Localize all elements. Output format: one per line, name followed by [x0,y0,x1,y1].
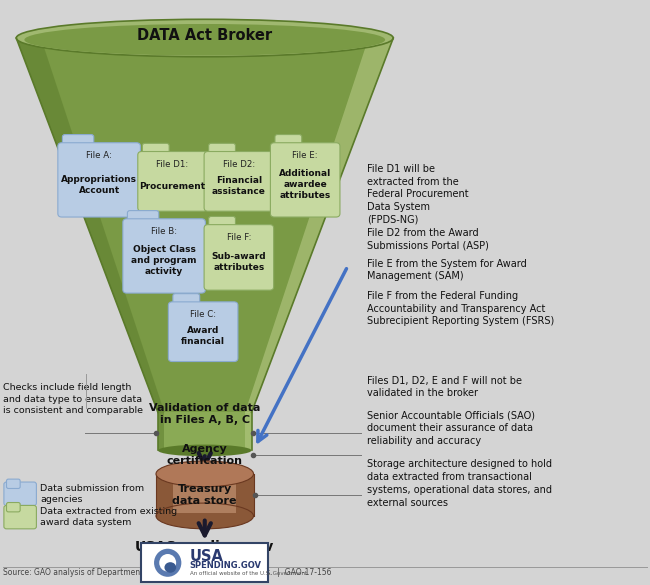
Text: Files D1, D2, E and F will not be
validated in the broker: Files D1, D2, E and F will not be valida… [367,376,522,398]
FancyBboxPatch shape [275,135,302,150]
FancyBboxPatch shape [62,135,94,150]
Text: DATA Act Broker: DATA Act Broker [137,28,272,43]
Text: Award
financial: Award financial [181,326,225,346]
Text: File C:: File C: [190,310,216,319]
Text: Storage architecture designed to hold
data extracted from transactional
systems,: Storage architecture designed to hold da… [367,459,552,508]
Text: (or successor system): (or successor system) [148,550,262,561]
Text: Agency
certification: Agency certification [167,443,242,466]
Ellipse shape [156,461,254,487]
Ellipse shape [25,24,385,56]
Text: USA: USA [190,549,224,564]
Text: File D1:: File D1: [157,160,188,169]
Bar [158,412,164,450]
Ellipse shape [154,549,181,577]
Text: Sub-award
attributes: Sub-award attributes [211,252,266,272]
FancyBboxPatch shape [4,505,36,529]
Polygon shape [245,38,393,412]
FancyBboxPatch shape [127,211,159,226]
Bar [158,412,252,450]
Bar [173,483,237,513]
Text: USASpending.gov: USASpending.gov [135,540,274,554]
Text: File E:: File E: [292,151,318,160]
Ellipse shape [16,19,393,57]
Text: File F from the Federal Funding
Accountability and Transparency Act
Subrecipient: File F from the Federal Funding Accounta… [367,291,554,326]
Text: Senior Accountable Officials (SAO)
document their assurance of data
reliability : Senior Accountable Officials (SAO) docum… [367,411,535,446]
FancyBboxPatch shape [4,482,36,505]
FancyBboxPatch shape [6,503,20,512]
Text: Financial
assistance: Financial assistance [212,176,266,196]
Bar [156,474,254,516]
Text: Data submission from
agencies: Data submission from agencies [40,484,144,504]
FancyBboxPatch shape [58,143,140,217]
FancyBboxPatch shape [204,152,274,211]
Text: Procurement: Procurement [140,181,205,191]
Ellipse shape [164,562,176,573]
Ellipse shape [159,554,176,572]
FancyBboxPatch shape [141,543,268,582]
FancyBboxPatch shape [173,294,200,309]
FancyBboxPatch shape [123,219,205,293]
FancyBboxPatch shape [270,143,340,217]
Text: Object Class
and program
activity: Object Class and program activity [131,245,197,276]
Text: File B:: File B: [151,227,177,236]
Text: File E from the System for Award
Management (SAM): File E from the System for Award Managem… [367,259,527,281]
FancyBboxPatch shape [209,216,235,232]
Bar [245,412,252,450]
Text: File D2 from the Award
Submissions Portal (ASP): File D2 from the Award Submissions Porta… [367,228,489,251]
FancyBboxPatch shape [209,143,235,159]
FancyBboxPatch shape [6,479,20,488]
Text: File F:: File F: [227,233,251,242]
Text: Additional
awardee
attributes: Additional awardee attributes [279,169,332,200]
FancyBboxPatch shape [142,143,169,159]
Polygon shape [16,38,393,412]
FancyBboxPatch shape [138,152,207,211]
Text: File A:: File A: [86,151,112,160]
Text: Checks include field length
and data type to ensure data
is consistent and compa: Checks include field length and data typ… [3,383,143,415]
Ellipse shape [158,445,252,456]
FancyBboxPatch shape [168,302,238,362]
Text: File D2:: File D2: [223,160,255,169]
Text: Treasury
data store: Treasury data store [172,484,237,506]
Text: Validation of data
in Files A, B, C: Validation of data in Files A, B, C [149,402,261,425]
Text: Appropriations
Account: Appropriations Account [61,174,137,195]
Polygon shape [16,38,164,412]
Text: Data extracted from existing
award data system: Data extracted from existing award data … [40,507,177,527]
FancyBboxPatch shape [204,225,274,290]
Text: Source: GAO analysis of Department of Treasury technical documents.  |  GAO-17-1: Source: GAO analysis of Department of Tr… [3,567,332,577]
Text: File D1 will be
extracted from the
Federal Procurement
Data System
(FPDS-NG): File D1 will be extracted from the Feder… [367,164,469,225]
Text: SPENDING.GOV: SPENDING.GOV [190,561,262,570]
Text: An official website of the U.S. Government: An official website of the U.S. Governme… [190,571,307,576]
Ellipse shape [156,503,254,529]
